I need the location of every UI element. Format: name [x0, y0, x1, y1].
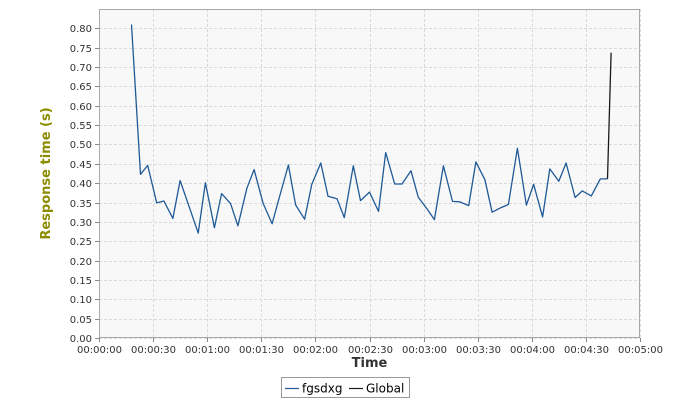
- y-axis-title: Response time (s): [39, 107, 54, 239]
- legend-label-global: Global: [366, 382, 404, 396]
- x-axis: 00:00:00 00:00:30 00:01:00 00:01:30 00:02:00…: [77, 338, 663, 356]
- y-tick-label: 0.45: [70, 160, 92, 171]
- y-tick-label: 0.05: [70, 315, 92, 326]
- series-line-global: [606, 52, 612, 179]
- y-tick-label: 0.80: [70, 24, 92, 35]
- y-tick-label: 0.00: [70, 334, 92, 345]
- x-tick-label: 00:02:30: [348, 345, 393, 356]
- x-tick-label: 00:01:30: [239, 345, 284, 356]
- y-tick-label: 0.25: [70, 237, 92, 248]
- grid-lines: [99, 9, 641, 339]
- x-tick-label: 00:04:30: [564, 345, 609, 356]
- y-tick-label: 0.75: [70, 44, 92, 55]
- series-layer: [130, 24, 612, 234]
- x-tick-label: 00:00:30: [131, 345, 176, 356]
- y-tick-label: 0.20: [70, 257, 92, 268]
- legend-label-fgsdxg: fgsdxg: [302, 382, 342, 396]
- y-tick-label: 0.15: [70, 276, 92, 287]
- y-tick-label: 0.40: [70, 179, 92, 190]
- y-tick-label: 0.55: [70, 121, 92, 132]
- y-tick-label: 0.10: [70, 295, 92, 306]
- plot-area: [99, 9, 640, 338]
- x-tick-label: 00:03:30: [456, 345, 501, 356]
- legend-box: [281, 377, 410, 398]
- x-tick-label: 00:02:00: [293, 345, 338, 356]
- x-tick-label: 00:01:00: [185, 345, 230, 356]
- x-tick-label: 00:00:00: [77, 345, 122, 356]
- series-line-fgsdxg: [130, 24, 608, 234]
- y-tick-label: 0.70: [70, 63, 92, 74]
- y-tick-label: 0.30: [70, 218, 92, 229]
- x-axis-title: Time: [352, 356, 388, 371]
- y-tick-label: 0.65: [70, 82, 92, 93]
- y-tick-label: 0.50: [70, 140, 92, 151]
- legend: fgsdxg Global: [281, 377, 410, 398]
- y-axis: 0.00 0.05 0.10 0.15 0.20 0.25 0.30 0.35 0.40 0.45…: [70, 24, 99, 345]
- y-tick-label: 0.35: [70, 199, 92, 210]
- x-tick-label: 00:03:00: [402, 345, 447, 356]
- x-tick-label: 00:05:00: [618, 345, 663, 356]
- x-tick-label: 00:04:00: [510, 345, 555, 356]
- y-tick-label: 0.60: [70, 102, 92, 113]
- plot-border: [99, 9, 640, 338]
